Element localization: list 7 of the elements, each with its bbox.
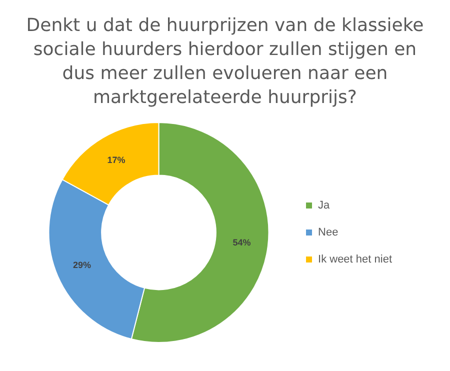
legend-label: Nee xyxy=(318,226,338,239)
data-label: 29% xyxy=(73,260,92,270)
legend-label: Ja xyxy=(318,200,331,212)
data-label: 54% xyxy=(232,237,251,248)
legend-label: Ik weet het niet xyxy=(318,254,392,266)
chart-title: Denkt u dat de huurprijzen van de klassieke sociale huurders hierdoor zullen stijgen en dus meer zullen evolueren naar een marktgerelateerde huurprijs? xyxy=(25,14,425,110)
data-label: 17% xyxy=(107,155,126,166)
